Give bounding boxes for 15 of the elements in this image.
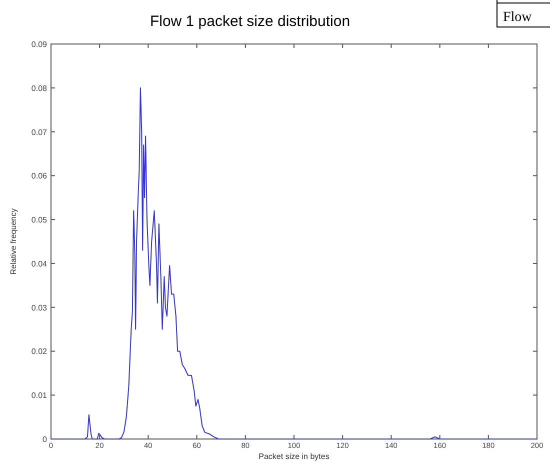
y-tick-label: 0.02 <box>31 347 48 356</box>
y-tick-label: 0.07 <box>31 128 48 137</box>
y-tick-label: 0.05 <box>31 216 48 225</box>
y-tick-label: 0.04 <box>31 259 48 268</box>
y-tick-label: 0 <box>42 435 48 444</box>
y-tick-label: 0.06 <box>31 172 48 181</box>
y-tick-label: 0.01 <box>31 391 48 400</box>
y-axis-title: Relative frequency <box>9 208 18 275</box>
y-tick-label: 0.08 <box>31 84 48 93</box>
line-series <box>50 87 538 440</box>
y-tick-label: 0.09 <box>31 40 48 49</box>
text: Flow <box>503 10 533 25</box>
chart-title: Flow 1 packet size distribution <box>150 13 350 30</box>
x-axis-title: Packet size in bytes <box>258 452 330 461</box>
y-tick-label: 0.03 <box>31 303 48 312</box>
